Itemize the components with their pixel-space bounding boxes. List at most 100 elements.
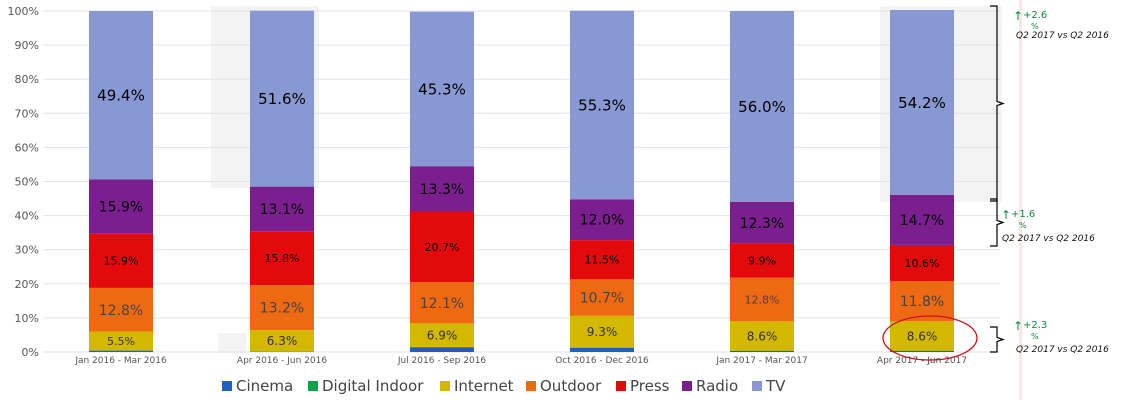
data-label-outdoor: 12.1%: [420, 296, 464, 312]
y-tick-label: 10%: [15, 312, 39, 325]
x-tick-label: Jan 2016 - Mar 2016: [74, 356, 167, 366]
data-label-internet: 6.9%: [427, 328, 458, 342]
bar-press: [89, 233, 153, 288]
x-tick-label: Jan 2017 - Mar 2017: [715, 356, 807, 366]
legend-label: Radio: [696, 377, 738, 395]
bar-press: [890, 244, 954, 282]
legend-label: Digital Indoor: [322, 377, 424, 395]
annotation-change: +2.3: [1023, 320, 1047, 331]
bar-outdoor: [730, 277, 794, 322]
bar-radio: [730, 201, 794, 244]
data-label-radio: 12.3%: [740, 216, 784, 232]
bar-internet: [89, 331, 153, 351]
bar-radio: [250, 186, 314, 232]
annotation-unit: %: [1031, 332, 1039, 341]
legend-item-cinema[interactable]: Cinema: [222, 377, 293, 395]
bar-press: [730, 243, 794, 278]
legend-item-outdoor[interactable]: Outdoor: [526, 377, 602, 395]
bar-tv: [250, 10, 314, 187]
annotation-comparison: Q2 2017 vs Q2 2016: [1002, 234, 1095, 244]
grid-lines: [44, 10, 1000, 353]
annotations: ↑ +2.6%Q2 2017 vs Q2 2016↑ +1.6%Q2 2017 vs…: [882, 5, 1109, 361]
bar-press: [410, 211, 474, 283]
legend-label: Internet: [454, 377, 514, 395]
legend-item-internet[interactable]: Internet: [440, 377, 514, 395]
legend-swatch: [308, 381, 318, 391]
data-label-outdoor: 11.8%: [900, 294, 944, 310]
data-label-tv: 55.3%: [578, 96, 626, 114]
bar-radio: [570, 199, 634, 241]
data-label-internet: 8.6%: [747, 329, 778, 343]
data-label-radio: 15.9%: [99, 200, 143, 216]
data-label-tv: 54.2%: [898, 94, 946, 112]
x-tick-label: Apr 2016 - Jun 2016: [237, 356, 327, 366]
legend-item-press[interactable]: Press: [616, 377, 670, 395]
data-label-press: 15.9%: [104, 255, 139, 268]
legend[interactable]: Cinema Digital Indoor Internet Outdoor Press…: [222, 377, 786, 395]
up-arrow-icon: ↑: [1013, 9, 1023, 23]
legend-item-radio[interactable]: Radio: [682, 377, 738, 395]
y-tick-label: 50%: [15, 176, 39, 189]
bar-outdoor: [89, 287, 153, 332]
data-label-internet: 8.6%: [907, 329, 938, 343]
legend-item-tv[interactable]: TV: [752, 377, 786, 395]
x-tick-label: Jul 2016 - Sep 2016: [397, 356, 487, 366]
bar-press: [250, 231, 314, 286]
data-label-radio: 13.1%: [260, 202, 304, 218]
data-label-tv: 45.3%: [418, 80, 466, 98]
annotation-change: +1.6: [1011, 209, 1035, 220]
data-label-press: 11.5%: [585, 254, 620, 267]
annotation-comparison: Q2 2017 vs Q2 2016: [1016, 345, 1109, 355]
y-tick-label: 100%: [8, 5, 39, 18]
annotation-unit: %: [1031, 22, 1039, 31]
bracket: [990, 326, 1005, 353]
bar-press: [570, 240, 634, 280]
up-arrow-icon: ↑: [1013, 319, 1023, 333]
bar-tv: [89, 11, 153, 180]
bar-radio: [410, 166, 474, 212]
bar-outdoor: [890, 281, 954, 322]
data-label-internet: 6.3%: [267, 334, 298, 348]
data-label-tv: 56.0%: [738, 98, 786, 116]
y-tick-label: 0%: [22, 346, 39, 359]
bar-radio: [890, 194, 954, 245]
y-tick-label: 20%: [15, 278, 39, 291]
bar-outdoor: [570, 279, 634, 316]
bar-internet: [250, 330, 314, 352]
y-tick-label: 60%: [15, 141, 39, 154]
legend-swatch: [616, 381, 626, 391]
data-label-press: 20.7%: [425, 241, 460, 254]
y-tick-label: 70%: [15, 107, 39, 120]
bar-radio: [89, 179, 153, 234]
y-axis-ticks: 0% 10% 20% 30% 40% 50% 60% 70% 80% 90% 100%: [8, 5, 39, 359]
annotation-unit: %: [1019, 221, 1027, 230]
data-label-outdoor: 13.2%: [260, 301, 304, 317]
data-label-tv: 49.4%: [97, 87, 145, 105]
annotation-change: +2.6: [1023, 10, 1047, 21]
data-label-outdoor: 10.7%: [580, 291, 624, 307]
bar-internet: [890, 321, 954, 351]
up-arrow-icon: ↑: [1001, 208, 1011, 222]
bracket: [990, 198, 1005, 247]
legend-swatch: [526, 381, 536, 391]
x-axis-ticks: Jan 2016 - Mar 2016 Apr 2016 - Jun 2016 Ju…: [74, 356, 967, 366]
highlight-ellipse: [882, 315, 978, 361]
y-tick-label: 90%: [15, 39, 39, 52]
x-tick-label: Apr 2017 - Jun 2017: [877, 356, 967, 366]
bar-cinema: [410, 347, 474, 352]
data-label-outdoor: 12.8%: [99, 303, 143, 319]
x-tick-label: Oct 2016 - Dec 2016: [555, 356, 649, 366]
bar-tv: [570, 10, 634, 200]
shaded-panel: [1019, 0, 1022, 400]
bar-cinema: [89, 350, 153, 352]
data-label-internet: 5.5%: [107, 335, 135, 348]
data-label-press: 15.8%: [265, 252, 300, 265]
data-labels: 5.5% 12.8% 15.9% 15.9% 49.4% 6.3% 13.2% 15.8% 13…: [97, 80, 946, 348]
bar-tv: [890, 9, 954, 195]
legend-item-digital-indoor[interactable]: Digital Indoor: [308, 377, 424, 395]
legend-swatch: [752, 381, 762, 391]
shaded-panel: [218, 333, 246, 353]
legend-label: Outdoor: [540, 377, 602, 395]
y-tick-label: 80%: [15, 73, 39, 86]
